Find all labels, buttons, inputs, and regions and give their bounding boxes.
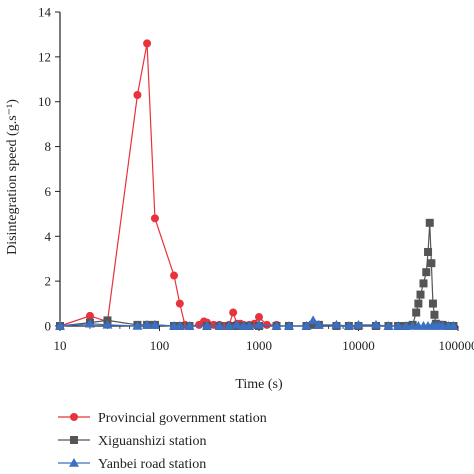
data-point (255, 313, 263, 322)
data-point (170, 271, 179, 280)
data-point (271, 321, 282, 330)
y-ticks: 0 2 4 6 8 10 12 14 (38, 5, 60, 334)
data-point (224, 321, 235, 330)
legend-item: Xiguanshizi station (58, 434, 207, 449)
x-axis-label: Time (s) (235, 377, 283, 392)
data-point (70, 436, 78, 444)
series-layer (55, 39, 459, 330)
data-point (414, 299, 423, 308)
data-point (244, 321, 255, 330)
series-3 (55, 315, 459, 330)
data-point (175, 299, 184, 308)
data-point (150, 214, 159, 223)
data-point (448, 321, 459, 330)
data-point (313, 319, 324, 329)
data-point (229, 308, 238, 317)
data-point (231, 319, 242, 329)
data-point (133, 90, 142, 99)
y-tick-label: 2 (45, 274, 52, 289)
x-tick-label: 10000 (342, 338, 375, 353)
data-point (331, 319, 342, 329)
legend-item: Yanbei road station (58, 457, 206, 472)
data-point (416, 290, 425, 299)
data-point (427, 259, 436, 268)
data-point (419, 279, 428, 288)
x-tick-label: 100000 (439, 338, 474, 353)
data-point (383, 321, 394, 330)
data-point (55, 321, 65, 330)
plot-area: 10 100 1000 10000 100000 0 2 4 6 8 10 12 14 (38, 5, 474, 354)
x-tick-label: 1000 (246, 338, 272, 353)
data-point (69, 458, 79, 467)
y-tick-label: 4 (45, 229, 52, 244)
legend-label: Provincial government station (98, 411, 267, 426)
data-point (412, 308, 421, 317)
data-point (149, 319, 160, 329)
data-point (102, 319, 113, 329)
y-tick-label: 10 (38, 94, 51, 109)
legend: Provincial government station Xiguanshizi… (58, 411, 267, 472)
y-axis-label: Disintegration speed (g.s⁻¹) (5, 99, 20, 255)
data-point (400, 321, 411, 330)
data-point (84, 318, 95, 328)
data-point (430, 310, 439, 319)
data-point (254, 319, 264, 329)
data-point (343, 321, 354, 330)
data-point (371, 319, 382, 329)
y-tick-label: 6 (45, 184, 52, 199)
series-2 (56, 218, 458, 330)
data-point (85, 311, 94, 320)
y-tick-label: 14 (38, 5, 52, 20)
data-point (425, 218, 434, 227)
x-tick-label: 100 (150, 338, 170, 353)
series-line (59, 43, 277, 327)
y-tick-label: 8 (45, 139, 52, 154)
data-point (184, 321, 195, 330)
data-point (309, 320, 318, 329)
legend-item: Provincial government station (58, 411, 267, 426)
data-point (308, 315, 319, 325)
legend-label: Yanbei road station (98, 457, 206, 472)
data-point (174, 321, 185, 330)
y-tick-label: 0 (45, 319, 52, 334)
data-point (132, 321, 143, 330)
data-point (143, 39, 152, 48)
data-point (201, 321, 212, 330)
series-1 (56, 39, 281, 330)
data-point (283, 321, 294, 330)
data-point (428, 299, 437, 308)
y-tick-label: 12 (38, 49, 51, 64)
data-point (424, 247, 433, 256)
x-tick-label: 10 (54, 338, 67, 353)
data-point (301, 321, 312, 330)
data-point (353, 319, 364, 329)
data-point (422, 268, 431, 277)
data-point (214, 321, 225, 330)
x-ticks: 10 100 1000 10000 100000 (54, 326, 474, 353)
data-point (70, 413, 78, 421)
data-point (142, 319, 153, 329)
legend-label: Xiguanshizi station (98, 434, 207, 449)
data-point (393, 321, 404, 330)
